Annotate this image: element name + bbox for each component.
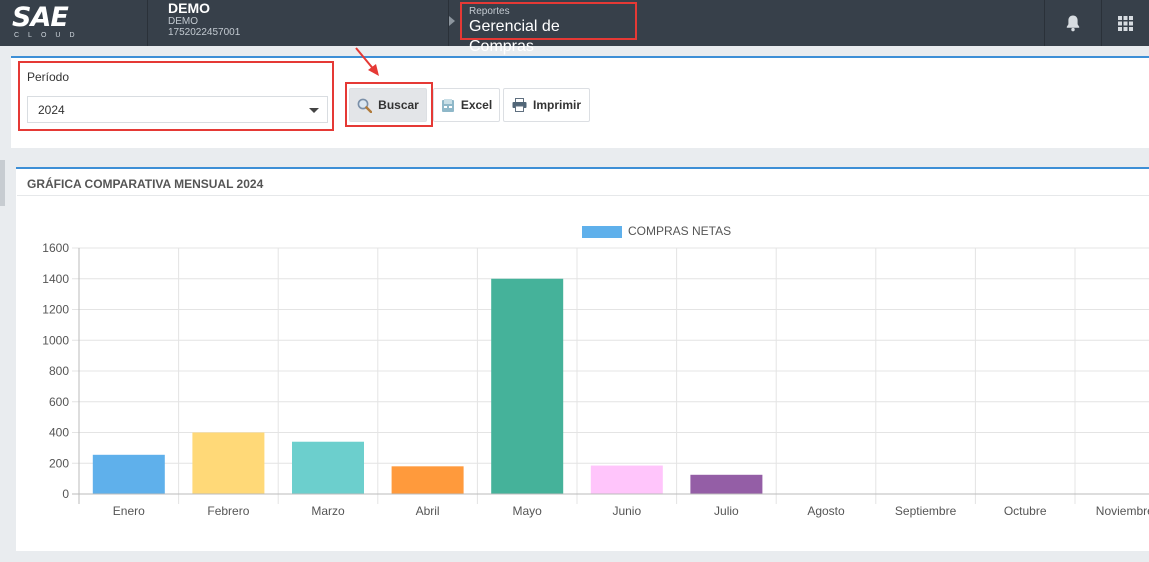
apps-grid-icon xyxy=(1118,15,1133,31)
x-tick-label: Abril xyxy=(416,504,440,518)
imprimir-button[interactable]: Imprimir xyxy=(503,88,590,122)
breadcrumb-parent: Reportes xyxy=(469,6,510,17)
bar-mayo[interactable] xyxy=(491,278,564,494)
sidebar-edge xyxy=(0,160,5,206)
bar-febrero[interactable] xyxy=(192,432,265,495)
x-tick-label: Junio xyxy=(612,504,641,518)
chart-panel-title: GRÁFICA COMPARATIVA MENSUAL 2024 xyxy=(27,177,264,191)
company-subname: DEMO xyxy=(168,16,198,27)
printer-icon xyxy=(512,98,527,112)
y-tick-label: 1400 xyxy=(42,272,69,286)
top-bar: SAE CLOUD DEMO DEMO 1752022457001 Report… xyxy=(0,0,1149,55)
buscar-label: Buscar xyxy=(378,98,419,112)
buscar-button[interactable]: Buscar xyxy=(349,88,427,122)
excel-label: Excel xyxy=(460,98,493,112)
y-tick-label: 600 xyxy=(49,395,69,409)
x-tick-label: Marzo xyxy=(311,504,345,518)
header-divider xyxy=(1044,0,1045,46)
period-select[interactable]: 2024 xyxy=(27,96,328,123)
legend-swatch[interactable] xyxy=(582,226,622,238)
bell-icon xyxy=(1066,15,1080,32)
notifications-button[interactable] xyxy=(1045,0,1101,46)
page-title: Gerencial de Compras xyxy=(469,18,560,55)
caret-down-icon xyxy=(309,108,319,113)
company-info[interactable]: DEMO DEMO 1752022457001 xyxy=(168,0,241,39)
x-tick-label: Mayo xyxy=(513,504,543,518)
period-label: Período xyxy=(27,70,70,84)
logo-subtext: CLOUD xyxy=(14,32,84,39)
y-tick-label: 1200 xyxy=(42,303,69,317)
x-tick-label: Julio xyxy=(714,504,739,518)
bar-marzo[interactable] xyxy=(292,441,364,494)
magnifier-icon xyxy=(357,98,373,113)
bar-abril[interactable] xyxy=(391,466,464,494)
module-breadcrumb: Reportes Gerencial de Compras xyxy=(460,2,637,55)
bar-julio[interactable] xyxy=(690,474,763,494)
excel-icon xyxy=(441,98,454,112)
y-tick-label: 1000 xyxy=(42,333,69,347)
breadcrumb-arrow-icon xyxy=(449,16,455,26)
buscar-highlight xyxy=(345,82,433,127)
x-tick-label: Agosto xyxy=(807,504,845,518)
x-tick-label: Octubre xyxy=(1004,504,1047,518)
y-tick-label: 1600 xyxy=(42,241,69,255)
legend-label[interactable]: COMPRAS NETAS xyxy=(628,224,731,238)
header-divider xyxy=(1101,0,1102,46)
company-id: 1752022457001 xyxy=(168,27,241,38)
y-tick-label: 200 xyxy=(49,456,69,470)
y-tick-label: 0 xyxy=(62,487,69,501)
header-divider xyxy=(147,0,148,46)
annotation-arrow-icon xyxy=(355,47,379,76)
company-name: DEMO xyxy=(168,0,210,16)
x-tick-label: Septiembre xyxy=(895,504,957,518)
x-tick-label: Enero xyxy=(113,504,145,518)
period-highlight xyxy=(18,61,334,131)
app-logo[interactable]: SAE CLOUD xyxy=(8,2,84,42)
logo-text: SAE xyxy=(12,2,69,33)
y-tick-label: 800 xyxy=(49,364,69,378)
period-value: 2024 xyxy=(38,103,65,117)
apps-button[interactable] xyxy=(1102,0,1149,46)
bar-junio[interactable] xyxy=(590,465,663,494)
bar-enero[interactable] xyxy=(92,454,165,494)
chart-title-divider xyxy=(17,195,1149,196)
header-divider xyxy=(448,0,449,46)
imprimir-label: Imprimir xyxy=(532,98,581,112)
x-tick-label: Febrero xyxy=(207,504,249,518)
excel-button[interactable]: Excel xyxy=(433,88,500,122)
x-tick-label: Noviembre xyxy=(1096,504,1149,518)
y-tick-label: 400 xyxy=(49,426,69,440)
